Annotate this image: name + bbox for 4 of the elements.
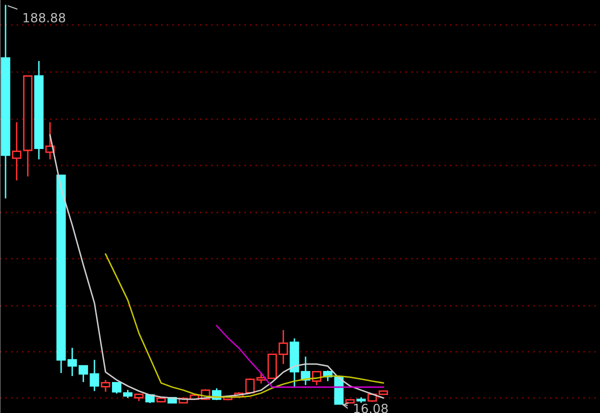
annotation: 188.88: [24, 12, 66, 22]
annotation: 16.08: [354, 404, 388, 413]
candlestick: [90, 359, 100, 392]
candlestick: [100, 379, 110, 392]
